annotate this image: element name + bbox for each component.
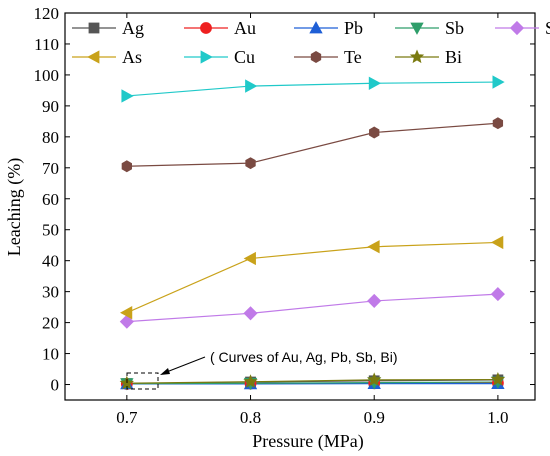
y-axis-ticks: 0 10 20 30 40 50 60 70 80 90 100 110 120	[34, 4, 535, 395]
data-point-bi	[243, 374, 258, 388]
y-tick-label: 120	[34, 4, 60, 23]
series-markers	[119, 75, 506, 391]
data-point-te	[245, 157, 256, 170]
y-tick-label: 30	[42, 283, 59, 302]
legend-marker-sb	[410, 22, 424, 35]
legend-marker-te	[310, 51, 322, 63]
legend-marker-se	[509, 20, 525, 36]
data-point-as	[243, 251, 256, 266]
data-point-cu	[245, 79, 258, 93]
x-tick-label: 0.7	[116, 408, 138, 427]
data-point-as	[367, 240, 380, 254]
series-line-se	[126, 293, 498, 323]
legend-marker-au	[200, 22, 212, 34]
data-point-as	[120, 306, 133, 320]
plot-border	[64, 12, 536, 401]
data-point-te	[369, 126, 380, 139]
annotation-arrowhead	[160, 368, 170, 375]
y-axis-title: Leaching (%)	[4, 158, 25, 256]
series-line-sb	[126, 381, 498, 385]
y-tick-label: 60	[42, 190, 59, 209]
legend-label-sb: Sb	[445, 18, 464, 38]
legend-label-ag: Ag	[122, 18, 144, 38]
x-tick-label: 1.0	[487, 408, 508, 427]
data-point-se	[367, 293, 382, 308]
legend-marker-cu	[200, 50, 213, 64]
series-line-bi	[126, 378, 498, 384]
legend-label-bi: Bi	[445, 47, 462, 67]
data-point-bi	[490, 372, 506, 386]
y-tick-label: 0	[51, 376, 60, 395]
data-point-cu	[121, 89, 134, 103]
legend-marker-ag	[88, 22, 100, 34]
data-point-cu	[368, 76, 382, 90]
legend-label-se: Se	[545, 18, 550, 38]
plot-frame	[64, 12, 536, 401]
legend-marker-as	[87, 50, 100, 64]
data-point-se	[490, 287, 505, 302]
legend-label-te: Te	[344, 47, 362, 67]
legend: Ag Au Pb Sb Se As Cu Te Bi	[72, 18, 550, 67]
data-point-te	[492, 117, 504, 130]
y-tick-label: 110	[34, 35, 59, 54]
x-tick-label: 0.8	[240, 408, 261, 427]
series-line-as	[126, 241, 498, 314]
y-tick-label: 80	[42, 128, 59, 147]
annotation-text: ( Curves of Au, Ag, Pb, Sb, Bi)	[210, 349, 398, 365]
y-tick-label: 70	[42, 159, 59, 178]
x-tick-label: 0.9	[364, 408, 385, 427]
legend-label-as: As	[122, 47, 142, 67]
data-point-as	[491, 235, 504, 250]
series-line-te	[126, 122, 498, 167]
y-tick-label: 100	[34, 66, 60, 85]
legend-label-au: Au	[234, 18, 256, 38]
legend-marker-bi	[409, 49, 425, 64]
annotation-dashed-box	[126, 372, 159, 390]
series-line-cu	[126, 81, 498, 97]
legend-label-pb: Pb	[344, 18, 363, 38]
x-axis-title: Pressure (MPa)	[252, 431, 363, 452]
y-tick-label: 50	[42, 221, 59, 240]
data-point-te	[121, 160, 133, 173]
y-tick-label: 90	[42, 97, 59, 116]
y-tick-label: 10	[42, 345, 59, 364]
legend-label-cu: Cu	[234, 47, 255, 67]
legend-marker-pb	[309, 21, 323, 34]
y-tick-label: 20	[42, 314, 59, 333]
data-point-bi	[367, 372, 382, 386]
annotation-arrow	[163, 356, 206, 374]
data-point-se	[243, 306, 258, 321]
series-lines	[126, 81, 498, 385]
x-axis-ticks: 0.7 0.8 0.9 1.0	[116, 13, 509, 427]
y-tick-label: 40	[42, 252, 59, 271]
data-point-se	[119, 314, 134, 329]
data-point-cu	[492, 75, 505, 89]
